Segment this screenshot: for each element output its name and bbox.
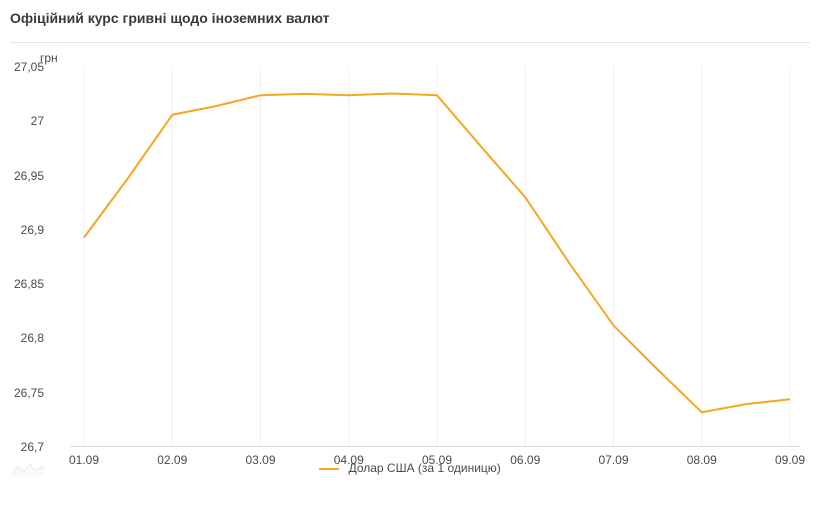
- legend-swatch: [319, 468, 339, 470]
- y-tick-label: 27: [0, 114, 44, 128]
- range-selector-icon[interactable]: [10, 461, 46, 479]
- y-tick-label: 26,95: [0, 169, 44, 183]
- divider: [10, 42, 810, 43]
- chart-container: Офіційний курс гривні щодо іноземних вал…: [0, 0, 820, 530]
- legend: Долар США (за 1 одиницю): [10, 461, 810, 475]
- y-tick-label: 26,85: [0, 277, 44, 291]
- y-tick-label: 26,9: [0, 223, 44, 237]
- x-grid: [84, 67, 790, 447]
- y-tick-label: 26,7: [0, 440, 44, 454]
- plot-region: [70, 67, 800, 447]
- y-tick-label: 26,75: [0, 386, 44, 400]
- legend-label: Долар США (за 1 одиницю): [349, 461, 501, 475]
- y-tick-label: 26,8: [0, 331, 44, 345]
- plot-svg: [70, 67, 800, 447]
- y-tick-label: 27,05: [0, 60, 44, 74]
- chart-area: грн 26,726,7526,826,8526,926,952727,05 0…: [10, 49, 810, 479]
- chart-title: Офіційний курс гривні щодо іноземних вал…: [10, 10, 820, 26]
